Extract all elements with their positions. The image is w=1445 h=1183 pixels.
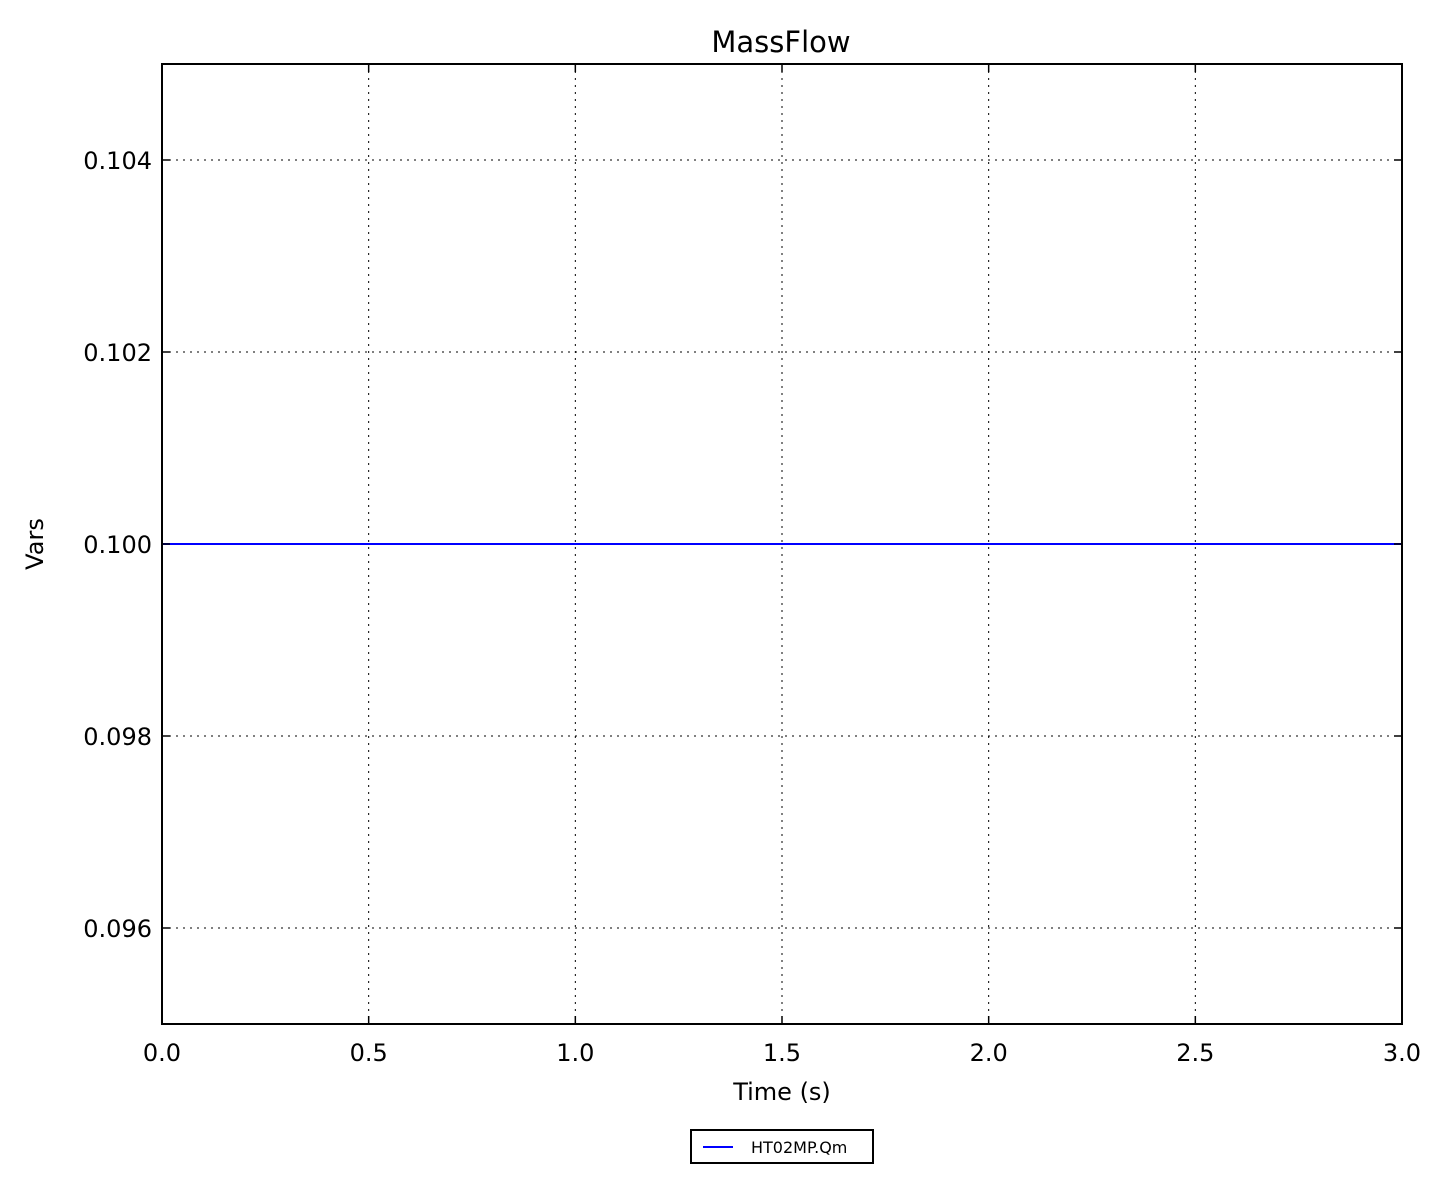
y-tick-label: 0.100 (83, 531, 152, 559)
x-tick-label: 0.0 (143, 1039, 181, 1067)
legend: HT02MP.Qm (690, 1129, 874, 1164)
y-tick-label: 0.102 (83, 339, 152, 367)
chart-title: MassFlow (711, 25, 850, 59)
y-tick-label: 0.098 (83, 723, 152, 751)
x-tick-label: 3.0 (1383, 1039, 1421, 1067)
y-tick-label: 0.096 (83, 915, 152, 943)
y-tick-label: 0.104 (83, 147, 152, 175)
x-tick-label: 0.5 (350, 1039, 388, 1067)
x-axis-label: Time (s) (732, 1078, 831, 1106)
legend-label-ht02mp-qm: HT02MP.Qm (751, 1138, 847, 1157)
x-tick-label: 1.0 (556, 1039, 594, 1067)
x-tick-label: 2.0 (970, 1039, 1008, 1067)
x-tick-label: 2.5 (1176, 1039, 1214, 1067)
y-axis-label: Vars (21, 518, 49, 570)
plot-frame (161, 63, 1403, 1025)
x-tick-label: 1.5 (763, 1039, 801, 1067)
ticks: 0.0 0.5 1.0 1.5 2.0 2.5 3.0 0.096 0.098 0.100 0.10… (83, 64, 1421, 1067)
